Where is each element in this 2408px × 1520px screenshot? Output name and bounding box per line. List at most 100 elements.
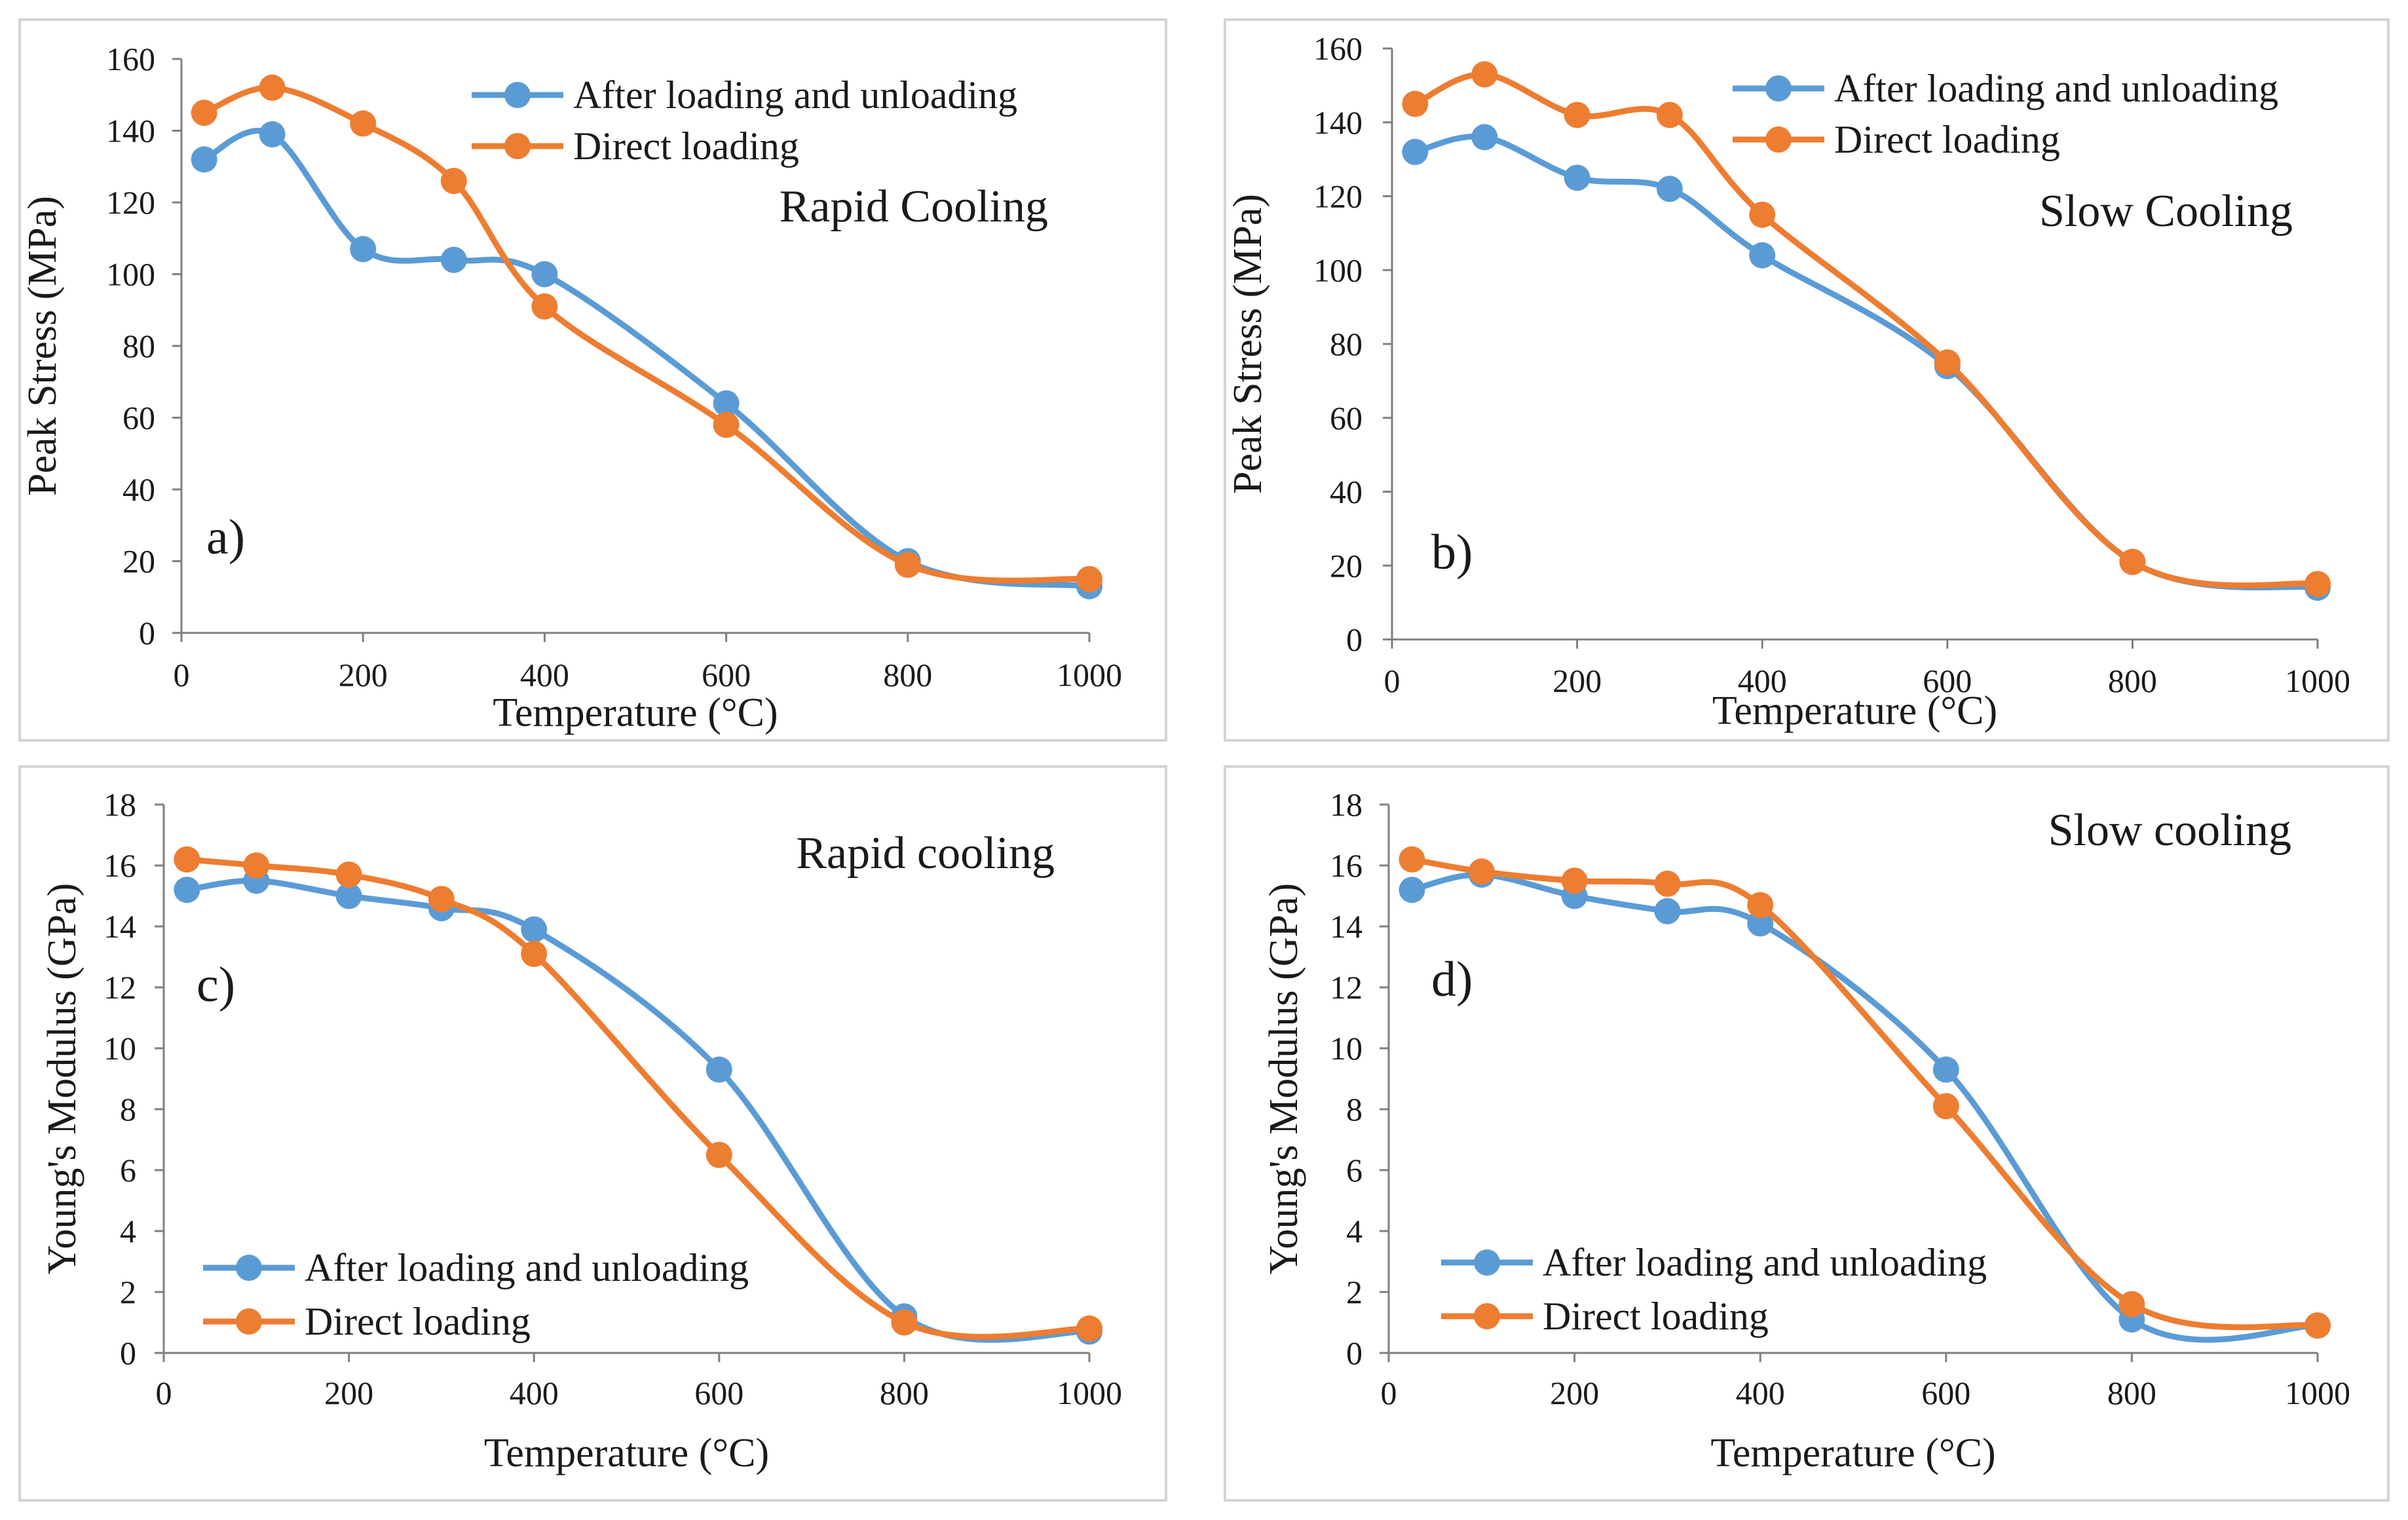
data-point-direct [713, 411, 740, 438]
legend-marker-direct [504, 133, 531, 159]
y-tick-label: 16 [1330, 847, 1363, 884]
data-point-direct [1399, 846, 1425, 873]
x-tick-label: 1000 [2285, 662, 2350, 699]
data-point-direct [2119, 548, 2146, 575]
y-tick-label: 0 [1346, 621, 1363, 658]
y-tick-label: 14 [1330, 908, 1363, 945]
y-tick-label: 16 [103, 847, 136, 884]
y-tick-label: 140 [1313, 104, 1363, 141]
data-point-direct [1747, 892, 1774, 919]
y-tick-label: 100 [106, 256, 155, 293]
x-tick-label: 200 [339, 656, 388, 693]
x-tick-label: 800 [2108, 662, 2157, 699]
y-axis-title: Young's Modulus (GPa) [40, 883, 85, 1274]
data-point-direct [2305, 1312, 2331, 1339]
x-tick-label: 400 [520, 656, 569, 693]
data-point-direct [1402, 90, 1429, 117]
legend-marker-direct [236, 1308, 262, 1335]
y-tick-label: 2 [120, 1274, 136, 1310]
x-tick-label: 0 [174, 656, 190, 693]
data-point-direct [705, 1141, 732, 1168]
y-tick-label: 160 [1313, 30, 1363, 67]
legend-label-after: After loading and unloading [1543, 1241, 1987, 1284]
panel-frame [18, 18, 1167, 742]
chart-panel-b: 0 20 40 60 80 100 120 140 160 0 200 400 600 800 1000 Te… [1224, 18, 2390, 742]
legend-label-direct: Direct loading [573, 124, 799, 168]
data-point-after [1932, 1056, 1959, 1083]
y-tick-label: 0 [1346, 1335, 1363, 1371]
x-axis-title: Temperature (°C) [1712, 689, 1997, 733]
data-point-after [521, 916, 548, 943]
data-point-direct [2118, 1291, 2145, 1318]
x-tick-label: 600 [694, 1375, 743, 1411]
data-point-direct [1471, 61, 1498, 88]
legend-marker-direct [1474, 1303, 1500, 1329]
y-tick-label: 20 [122, 543, 155, 580]
cooling-annotation: Rapid Cooling [780, 181, 1048, 232]
y-tick-label: 14 [103, 908, 136, 945]
data-point-direct [440, 168, 467, 195]
chart-panel-a: 0 20 40 60 80 100 120 140 160 0 200 400 600 800 1000 Te… [18, 18, 1167, 742]
cooling-annotation: Slow Cooling [2039, 186, 2293, 237]
x-tick-label: 200 [1552, 662, 1602, 699]
data-point-direct [428, 886, 455, 913]
x-tick-label: 0 [1381, 1375, 1397, 1411]
y-tick-label: 100 [1313, 252, 1363, 288]
data-point-direct [1656, 102, 1683, 128]
y-tick-label: 80 [122, 328, 155, 364]
panel-label: c) [197, 957, 235, 1012]
data-point-direct [1076, 565, 1102, 592]
legend-marker-after [236, 1255, 262, 1281]
y-tick-label: 4 [1346, 1213, 1363, 1249]
y-axis-title: Peak Stress (MPa) [1226, 194, 1270, 494]
y-axis-title: Peak Stress (MPa) [20, 196, 65, 496]
data-point-direct [521, 940, 548, 967]
data-point-direct [1749, 201, 1776, 228]
x-tick-label: 0 [156, 1375, 172, 1411]
data-point-after [1399, 877, 1425, 903]
x-tick-label: 1000 [2285, 1375, 2350, 1411]
y-tick-label: 2 [1346, 1274, 1363, 1310]
data-point-after [1747, 910, 1774, 937]
x-tick-label: 400 [1736, 1375, 1785, 1411]
x-tick-label: 800 [883, 656, 932, 693]
y-tick-label: 140 [106, 113, 155, 149]
y-tick-label: 6 [120, 1152, 136, 1188]
x-tick-label: 0 [1384, 662, 1401, 699]
data-point-direct [894, 551, 921, 578]
y-tick-label: 12 [103, 969, 136, 1006]
cooling-annotation: Rapid cooling [796, 828, 1055, 879]
y-tick-label: 160 [106, 41, 155, 77]
data-point-direct [1468, 858, 1495, 885]
data-point-after [1656, 176, 1683, 202]
data-point-after [531, 261, 558, 288]
legend-marker-after [1765, 75, 1792, 102]
data-point-direct [1564, 102, 1590, 128]
data-point-direct [243, 852, 270, 879]
data-point-direct [1076, 1315, 1102, 1342]
data-point-after [1749, 242, 1776, 269]
y-tick-label: 60 [122, 400, 155, 436]
chart-panel-c: 0 2 4 6 8 10 12 14 16 18 0 200 400 600 800 1000 Temperat… [18, 765, 1167, 1502]
data-point-after [259, 121, 286, 147]
data-point-direct [350, 110, 377, 137]
data-point-after [350, 236, 377, 263]
x-tick-label: 600 [1923, 662, 1972, 699]
legend-label-after: After loading and unloading [1834, 67, 2278, 110]
panel-frame [1224, 765, 2390, 1502]
y-tick-label: 80 [1330, 326, 1363, 362]
data-point-direct [191, 100, 217, 126]
data-point-direct [1561, 867, 1588, 894]
y-tick-label: 0 [120, 1335, 136, 1371]
y-tick-label: 120 [106, 184, 155, 221]
legend-marker-after [504, 82, 531, 108]
y-tick-label: 18 [1330, 786, 1363, 823]
panel-label: a) [206, 510, 245, 565]
y-tick-label: 40 [1330, 474, 1363, 510]
x-axis-title: Temperature (°C) [484, 1431, 769, 1475]
x-tick-label: 1000 [1057, 656, 1122, 693]
data-point-direct [259, 74, 286, 101]
data-point-after [1654, 898, 1681, 924]
x-tick-label: 1000 [1057, 1375, 1122, 1411]
